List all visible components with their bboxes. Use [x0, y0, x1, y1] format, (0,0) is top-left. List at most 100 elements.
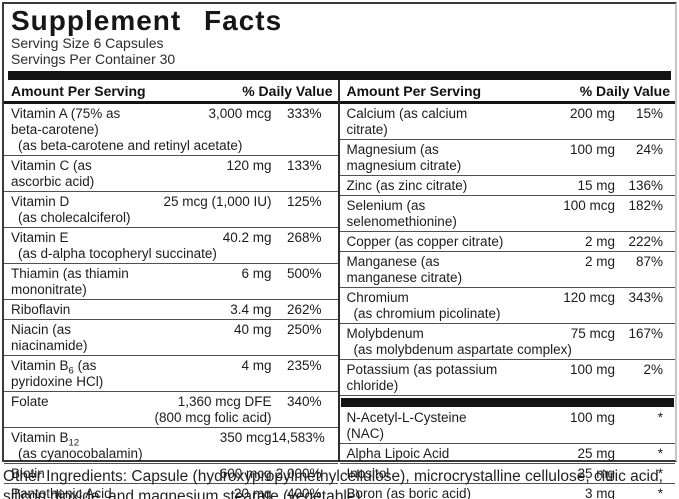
nutrient-name: Selenium (as selenomethionine) [346, 197, 457, 229]
nutrient-row: Zinc (as zinc citrate) 15 mg 136% [339, 176, 675, 196]
nutrient-name: N-Acetyl-L-Cysteine (NAC) [346, 409, 467, 441]
nutrient-name-continued: (as cyanocobalamin) [18, 445, 143, 461]
nutrient-daily-value: 182% [628, 197, 663, 213]
nutrient-amount: 600 mcg [219, 465, 272, 481]
nutrient-name: Vitamin E [11, 229, 69, 245]
left-column-header: Amount Per Serving % Daily Value [4, 80, 338, 104]
nutrient-row: Riboflavin 3.4 mg 262% [4, 300, 338, 320]
nutrient-amount: 2 mg [584, 233, 615, 249]
nutrient-daily-value: 262% [286, 301, 322, 317]
nutrient-daily-value: 500% [286, 265, 322, 281]
nutrient-daily-value: 250% [286, 321, 322, 337]
daily-value-header: % Daily Value [579, 83, 670, 99]
nutrient-daily-value: 222% [628, 233, 663, 249]
nutrient-daily-value: 2% [643, 361, 663, 377]
nutrient-daily-value: 340% [286, 393, 322, 409]
nutrient-daily-value: 343% [628, 289, 663, 305]
nutrient-row: Vitamin B6 (as pyridoxine HCl) 4 mg 235% [4, 356, 338, 392]
nutrient-daily-value: 136% [628, 177, 663, 193]
nutrient-daily-value: * [657, 465, 663, 481]
nutrient-name: Biotin [11, 465, 45, 481]
nutrient-amount: 120 mcg [563, 289, 615, 305]
nutrient-daily-value: * [657, 445, 663, 461]
nutrient-row: Niacin (as niacinamide) 40 mg 250% [4, 320, 338, 356]
nutrient-amount: 1,360 mcg DFE [177, 393, 272, 409]
nutrient-row: Vitamin B12 350 mcg 14,583% (as cyanocobala… [4, 428, 338, 464]
nutrient-amount: 100 mcg [563, 197, 615, 213]
nutrient-daily-value: 2,000% [275, 465, 322, 481]
nutrient-name: Niacin (as niacinamide) [11, 321, 88, 353]
spacer [4, 410, 132, 426]
nutrient-row: Vitamin C (as ascorbic acid) 120 mg 133% [4, 156, 338, 192]
nutrient-columns: Amount Per Serving % Daily Value Vitamin… [4, 80, 675, 499]
nutrient-name: Inositol [346, 465, 390, 481]
nutrient-daily-value: 125% [286, 193, 322, 209]
nutrient-daily-value: 400% [286, 485, 322, 499]
nutrient-amount: 15 mg [577, 177, 615, 193]
nutrient-name: Vitamin C (as ascorbic acid) [11, 157, 95, 189]
nutrient-row: Potassium (as potassium chloride) 100 mg 2… [339, 360, 675, 396]
section-divider-bar [8, 71, 671, 80]
nutrient-name: Magnesium (as magnesium citrate) [346, 141, 462, 173]
section-divider-bar [340, 397, 674, 407]
nutrient-daily-value: * [657, 485, 663, 499]
nutrient-amount: 25 mcg (1,000 IU) [163, 193, 272, 209]
nutrient-name: Vitamin B6 (as pyridoxine HCl) [11, 357, 104, 389]
nutrient-amount: 100 mg [569, 141, 615, 157]
nutrient-row: Vitamin A (75% as beta-carotene) 3,000 mc… [4, 104, 338, 156]
panel-title: Supplement Facts [11, 5, 283, 36]
nutrient-row: Inositol 25 mg * [339, 464, 675, 484]
nutrient-row: Alpha Lipoic Acid 25 mg * [339, 444, 675, 464]
nutrient-name: Copper (as copper citrate) [346, 233, 504, 249]
nutrient-row: Molybdenum 75 mcg 167% (as molybdenum aspar… [339, 324, 675, 360]
nutrient-name-continued: (as d-alpha tocopheryl succinate) [18, 245, 217, 261]
nutrient-name: Pantothenic Acid [11, 485, 112, 499]
nutrient-row: Folate 1,360 mcg DFE 340% (800 mcg folic ac… [4, 392, 338, 428]
nutrient-row: Manganese (as manganese citrate) 2 mg 87% [339, 252, 675, 288]
nutrient-amount: 3,000 mcg [208, 105, 272, 121]
left-rows: Vitamin A (75% as beta-carotene) 3,000 mc… [4, 104, 338, 499]
nutrient-name: Thiamin (as thiamin mononitrate) [11, 265, 129, 297]
nutrient-amount: 350 mcg [219, 429, 272, 445]
spacer [272, 410, 338, 426]
nutrient-daily-value: 167% [628, 325, 663, 341]
nutrient-amount: 6 mg [241, 265, 272, 281]
nutrient-amount: 25 mg [577, 445, 615, 461]
nutrient-name: Alpha Lipoic Acid [346, 445, 450, 461]
nutrient-name: Vitamin D [11, 193, 70, 209]
nutrient-daily-value: 133% [286, 157, 322, 173]
nutrient-name-continued: (as chromium picolinate) [353, 305, 501, 321]
nutrient-name: Molybdenum [346, 325, 424, 341]
nutrient-name: Chromium [346, 289, 409, 305]
other-ingredients: Other Ingredients: Capsule (hydroxypropy… [3, 468, 663, 499]
nutrient-name: Boron (as boric acid) [346, 485, 472, 499]
nutrient-daily-value: 15% [635, 105, 663, 121]
nutrient-daily-value: 268% [286, 229, 322, 245]
right-column: Amount Per Serving % Daily Value Calcium… [339, 80, 675, 499]
nutrient-row: Copper (as copper citrate) 2 mg 222% [339, 232, 675, 252]
left-column: Amount Per Serving % Daily Value Vitamin… [4, 80, 340, 499]
nutrient-amount: 40.2 mg [222, 229, 272, 245]
title-block: Supplement Facts Serving Size 6 Capsules… [4, 4, 675, 70]
nutrient-name: Vitamin A (75% as beta-carotene) [11, 105, 121, 137]
nutrient-amount: 2 mg [584, 253, 615, 269]
nutrient-amount: 75 mcg [570, 325, 615, 341]
nutrient-row: Vitamin D 25 mcg (1,000 IU) 125% (as cholec… [4, 192, 338, 228]
nutrient-amount: 25 mg [577, 465, 615, 481]
nutrient-amount-continued: (800 mcg folic acid) [154, 409, 272, 425]
nutrient-row: N-Acetyl-L-Cysteine (NAC) 100 mg * [339, 408, 675, 444]
servings-per-container: Servings Per Container 30 [11, 50, 176, 67]
nutrient-amount: 100 mg [569, 361, 615, 377]
nutrient-row: Boron (as boric acid) 3 mg * [340, 484, 676, 499]
nutrient-name: Folate [11, 393, 49, 409]
nutrient-amount: 20 mg [233, 485, 272, 499]
nutrient-name: Zinc (as zinc citrate) [346, 177, 468, 193]
nutrient-row: Vitamin E 40.2 mg 268% (as d-alpha tocopher… [4, 228, 338, 264]
daily-value-header: % Daily Value [242, 83, 333, 99]
nutrient-amount: 200 mg [569, 105, 615, 121]
serving-size: Serving Size 6 Capsules [11, 35, 164, 51]
nutrient-row: Chromium 120 mcg 343% (as chromium picolina… [339, 288, 675, 324]
amount-per-serving-header: Amount Per Serving [346, 83, 482, 99]
amount-per-serving-header: Amount Per Serving [11, 83, 146, 99]
